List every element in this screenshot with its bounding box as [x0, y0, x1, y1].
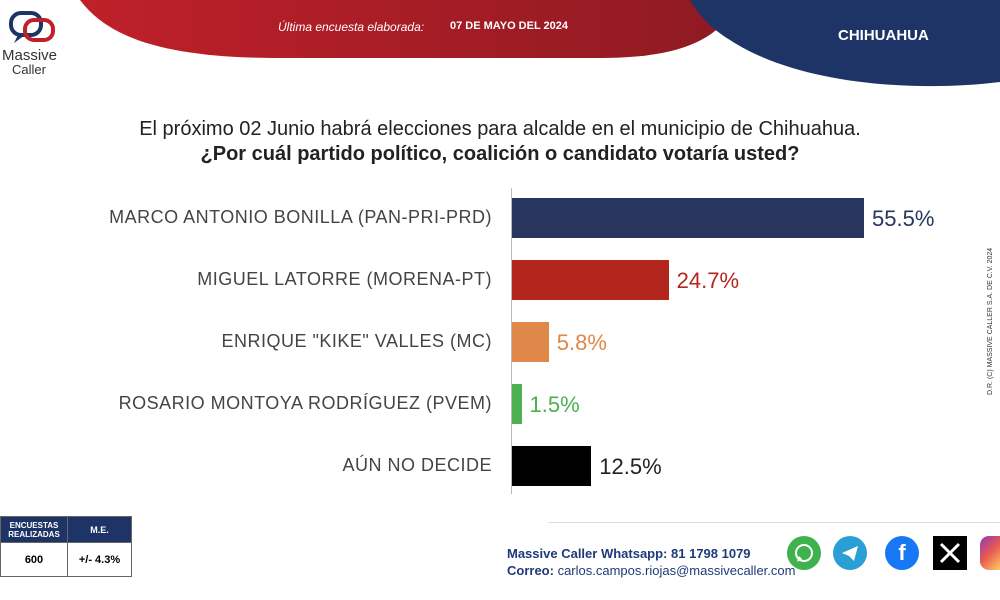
stats-table: ENCUESTAS REALIZADAS M.E. 600 +/- 4.3% [0, 516, 132, 577]
logo [8, 10, 58, 46]
question-line-1: El próximo 02 Junio habrá elecciones par… [139, 118, 861, 140]
chart-bar [512, 446, 592, 486]
chart-axis-line [511, 188, 512, 494]
stats-surveys-value: 600 [0, 542, 68, 577]
stats-header-surveys: ENCUESTAS REALIZADAS [0, 516, 68, 543]
stats-header-me: M.E. [67, 516, 132, 543]
instagram-icon[interactable] [980, 536, 1000, 570]
chart-category-label: ENRIQUE "KIKE" VALLES (MC) [221, 331, 492, 351]
red-banner-shape [80, 0, 740, 58]
state-name: CHIHUAHUA [838, 27, 929, 44]
facebook-icon[interactable]: f [885, 536, 919, 570]
chart-category-label: MIGUEL LATORRE (MORENA-PT) [197, 269, 492, 289]
survey-date-label: Última encuesta elaborada: [278, 20, 425, 34]
x-icon[interactable] [933, 536, 967, 570]
chart-bar [512, 322, 549, 362]
logo-sub: Caller [12, 62, 46, 77]
side-note: D.R. (C) MASSIVE CALLER S.A. DE C.V. 202… [987, 247, 994, 395]
footer-divider [548, 522, 1000, 523]
telegram-icon[interactable] [833, 536, 867, 570]
whatsapp-icon[interactable] [787, 536, 821, 570]
whatsapp-number: 81 1798 1079 [671, 546, 751, 561]
chart-value-label: 12.5% [599, 454, 662, 479]
survey-date-value: 07 DE MAYO DEL 2024 [450, 20, 569, 32]
email-value[interactable]: carlos.campos.riojas@massivecaller.com [557, 563, 796, 578]
chart-category-label: ROSARIO MONTOYA RODRÍGUEZ (PVEM) [118, 393, 492, 413]
email-label: Correo: [507, 563, 554, 578]
chart-category-label: MARCO ANTONIO BONILLA (PAN-PRI-PRD) [109, 207, 492, 227]
chart-value-label: 5.8% [556, 330, 607, 355]
chart-bar [512, 384, 522, 424]
chart-value-label: 55.5% [872, 206, 935, 231]
logo-name: Massive [2, 47, 58, 64]
chart-value-label: 24.7% [676, 268, 740, 293]
side-note-box: D.R. (C) MASSIVE CALLER S.A. DE C.V. 202… [986, 225, 1000, 395]
stats-me-value: +/- 4.3% [67, 542, 132, 577]
header-banner [80, 0, 1000, 87]
whatsapp-label: Massive Caller Whatsapp: [507, 546, 668, 561]
chart-bar [512, 260, 669, 300]
footer-email: Correo: carlos.campos.riojas@massivecall… [507, 563, 795, 578]
chart-category-label: AÚN NO DECIDE [342, 455, 492, 475]
footer-whatsapp: Massive Caller Whatsapp: 81 1798 1079 [507, 546, 751, 561]
blue-banner-shape [690, 0, 1000, 87]
chart-bar [512, 198, 864, 238]
question-line-2: ¿Por cuál partido político, coalición o … [200, 143, 800, 165]
chart-value-label: 1.5% [529, 392, 580, 417]
logo-chat-icon [9, 11, 55, 43]
